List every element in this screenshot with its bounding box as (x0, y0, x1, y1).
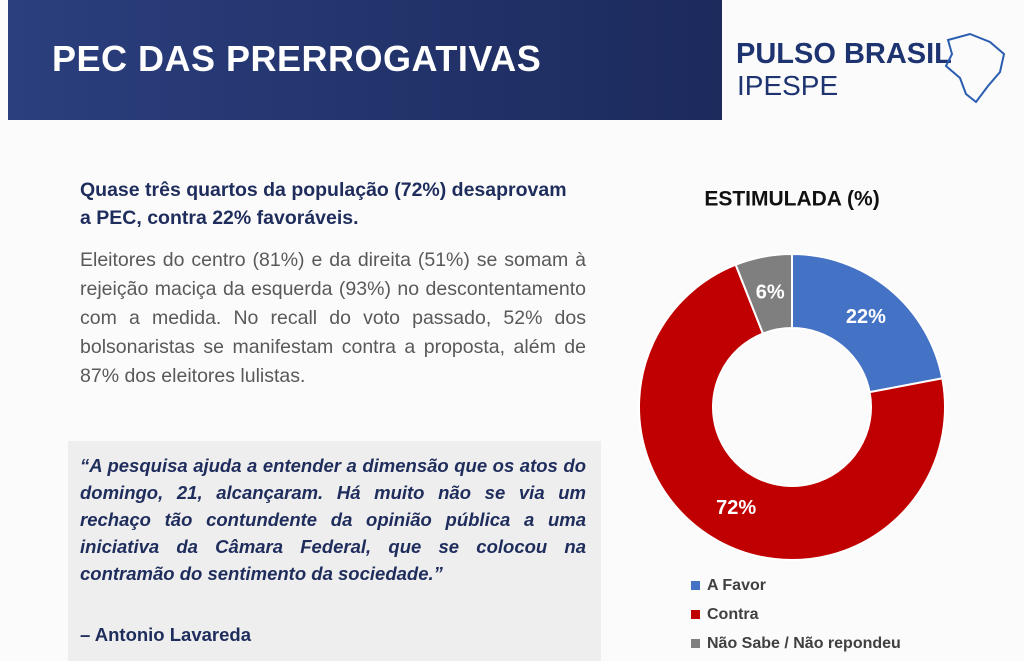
chart: ESTIMULADA (%) 22% 72% 6% A Favor Contra Não … (638, 188, 946, 652)
legend-label: Contra (707, 606, 759, 623)
data-label: 6% (756, 281, 785, 303)
logo-subtitle: IPESPE (737, 70, 839, 101)
legend-swatch (691, 581, 700, 590)
quote-author: – Antonio Lavareda (80, 624, 251, 645)
header-bar (8, 0, 722, 120)
headline: Quase três quartos da população (72%) de… (80, 179, 567, 229)
header-title: PEC DAS PRERROGATIVAS (52, 38, 542, 79)
legend-swatch (691, 610, 700, 619)
quote-box (68, 441, 601, 661)
donut-segment (734, 252, 793, 335)
body-text: Eleitores do centro (81%) e da direita (… (80, 249, 586, 387)
data-label: 72% (716, 497, 756, 519)
legend-label: A Favor (707, 577, 766, 594)
donut-segment (791, 252, 944, 394)
logo-name: PULSO BRASIL (736, 38, 952, 70)
data-label: 22% (846, 306, 886, 328)
chart-title: ESTIMULADA (%) (704, 188, 879, 211)
donut-segment (638, 263, 946, 561)
legend-swatch (691, 639, 700, 648)
quote-text: “A pesquisa ajuda a entender a dimensão … (80, 455, 586, 584)
logo-map (944, 32, 1006, 104)
legend-label: Não Sabe / Não repondeu (707, 635, 901, 652)
